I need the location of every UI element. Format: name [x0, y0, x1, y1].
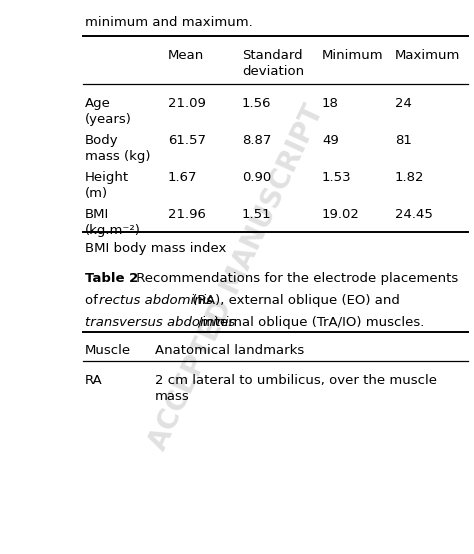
Text: 1.56: 1.56 [242, 97, 272, 110]
Text: 2 cm lateral to umbilicus, over the muscle: 2 cm lateral to umbilicus, over the musc… [155, 374, 437, 387]
Text: BMI: BMI [85, 208, 109, 221]
Text: (years): (years) [85, 113, 132, 126]
Text: RA: RA [85, 374, 103, 387]
Text: 1.51: 1.51 [242, 208, 272, 221]
Text: ACCEPTED MANUSCRIPT: ACCEPTED MANUSCRIPT [145, 100, 329, 454]
Text: minimum and maximum.: minimum and maximum. [85, 16, 253, 29]
Text: of: of [85, 294, 102, 307]
Text: 1.67: 1.67 [168, 171, 198, 184]
Text: Body: Body [85, 134, 118, 147]
Text: 24: 24 [395, 97, 412, 110]
Text: transversus abdominis: transversus abdominis [85, 316, 236, 329]
Text: Recommendations for the electrode placements: Recommendations for the electrode placem… [132, 272, 458, 285]
Text: 1.53: 1.53 [322, 171, 352, 184]
Text: Standard: Standard [242, 49, 302, 62]
Text: (RA), external oblique (EO) and: (RA), external oblique (EO) and [188, 294, 400, 307]
Text: 49: 49 [322, 134, 339, 147]
Text: 81: 81 [395, 134, 412, 147]
Text: Mean: Mean [168, 49, 204, 62]
Text: Maximum: Maximum [395, 49, 460, 62]
Text: 21.09: 21.09 [168, 97, 206, 110]
Text: (m): (m) [85, 187, 108, 200]
Text: mass: mass [155, 390, 190, 403]
Text: 8.87: 8.87 [242, 134, 272, 147]
Text: Anatomical landmarks: Anatomical landmarks [155, 344, 304, 357]
Text: 19.02: 19.02 [322, 208, 360, 221]
Text: Table 2: Table 2 [85, 272, 138, 285]
Text: 21.96: 21.96 [168, 208, 206, 221]
Text: Height: Height [85, 171, 129, 184]
Text: Muscle: Muscle [85, 344, 131, 357]
Text: 61.57: 61.57 [168, 134, 206, 147]
Text: 0.90: 0.90 [242, 171, 271, 184]
Text: /internal oblique (TrA/IO) muscles.: /internal oblique (TrA/IO) muscles. [198, 316, 424, 329]
Text: BMI body mass index: BMI body mass index [85, 242, 227, 255]
Text: Minimum: Minimum [322, 49, 383, 62]
Text: deviation: deviation [242, 65, 304, 78]
Text: 18: 18 [322, 97, 339, 110]
Text: Age: Age [85, 97, 111, 110]
Text: rectus abdominis: rectus abdominis [99, 294, 213, 307]
Text: 24.45: 24.45 [395, 208, 433, 221]
Text: (kg.m⁻²): (kg.m⁻²) [85, 224, 141, 237]
Text: 1.82: 1.82 [395, 171, 425, 184]
Text: mass (kg): mass (kg) [85, 150, 151, 163]
